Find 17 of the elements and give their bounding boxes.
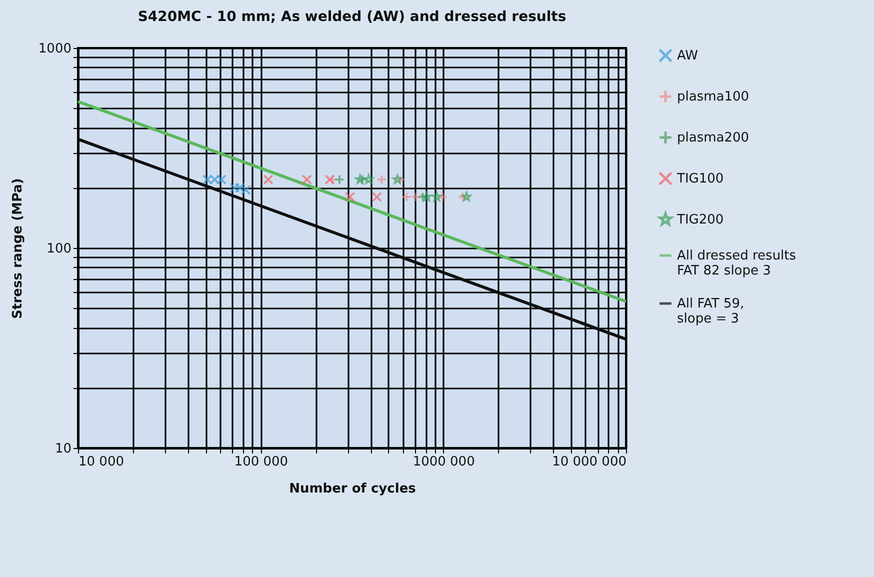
x-tick-label: 10 000 (78, 454, 124, 470)
legend-label: All FAT 59, slope = 3 (677, 296, 744, 326)
y-tick-label: 100 (46, 242, 72, 256)
legend-label: plasma200 (677, 130, 750, 146)
legend-label: AW (677, 48, 698, 64)
legend-label: TIG100 (676, 172, 724, 186)
chart-title: S420MC - 10 mm; As welded (AW) and dressed results (138, 9, 566, 25)
legend-label: plasma100 (677, 90, 750, 104)
legend-label: All dressed results FAT 82 slope 3 (677, 248, 796, 278)
legend-label: TIG200 (676, 212, 724, 228)
y-axis-title: Stress range (MPa) (10, 178, 26, 319)
y-tick-label: 1000 (38, 42, 72, 56)
x-tick-label: 100 000 (234, 454, 288, 470)
x-tick-label: 1000 000 (412, 454, 475, 470)
x-axis-title: Number of cycles (289, 482, 416, 496)
y-tick-label: 10 (54, 442, 72, 456)
x-tick-label: 10 000 000 (552, 454, 626, 470)
